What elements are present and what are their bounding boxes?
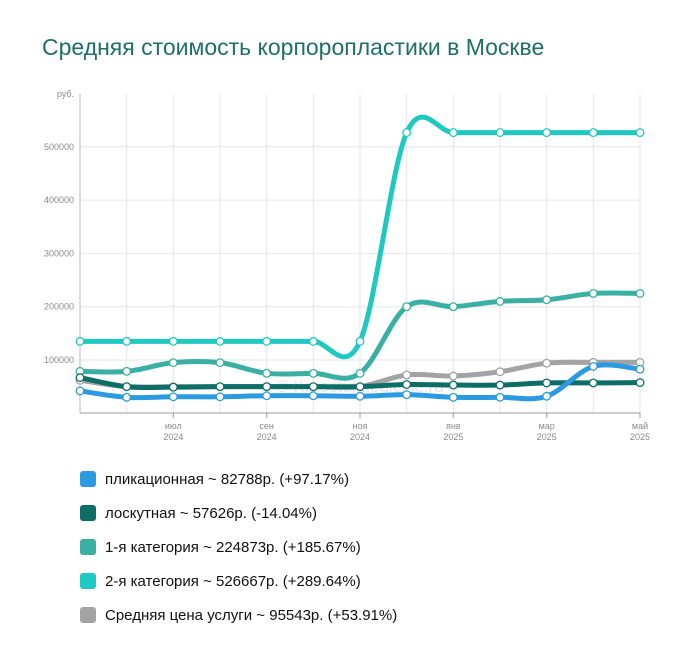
legend-swatch [80, 539, 96, 555]
y-tick-label: 300000 [44, 248, 74, 258]
x-tick-label-year: 2025 [537, 432, 557, 442]
data-point [122, 336, 132, 346]
data-point [635, 378, 645, 388]
data-point [635, 128, 645, 138]
x-tick-label-month: сен [259, 421, 274, 431]
data-point [75, 373, 85, 383]
x-tick-label-year: 2024 [257, 432, 277, 442]
x-tick-label-year: 2024 [350, 432, 370, 442]
legend-item: лоскутная ~ 57626р. (-14.04%) [80, 496, 397, 530]
data-point [215, 392, 225, 402]
data-point [542, 378, 552, 388]
data-point [448, 392, 458, 402]
x-tick-label-month: ноя [353, 421, 368, 431]
data-point [168, 392, 178, 402]
data-point [262, 336, 272, 346]
data-point [448, 128, 458, 138]
data-point [495, 367, 505, 377]
legend-item: 1-я категория ~ 224873р. (+185.67%) [80, 530, 397, 564]
data-point [168, 382, 178, 392]
line-chart: 100000200000300000400000500000руб.июл202… [44, 89, 650, 442]
data-point [402, 370, 412, 380]
data-point [542, 295, 552, 305]
x-tick-label-month: май [632, 421, 648, 431]
legend-swatch [80, 573, 96, 589]
series-1 [75, 373, 645, 392]
data-point [215, 336, 225, 346]
y-tick-label: 200000 [44, 302, 74, 312]
data-point [448, 302, 458, 312]
data-point [262, 382, 272, 392]
legend-item: 2-я категория ~ 526667р. (+289.64%) [80, 564, 397, 598]
data-point [635, 364, 645, 374]
chart-title: Средняя стоимость корпоропластики в Моск… [42, 34, 545, 60]
data-point [122, 366, 132, 376]
legend-label: пликационная ~ 82788р. (+97.17%) [105, 470, 349, 488]
data-point [402, 128, 412, 138]
data-point [542, 391, 552, 401]
data-point [262, 368, 272, 378]
x-tick-label-month: мар [539, 421, 555, 431]
data-point [308, 336, 318, 346]
data-point [495, 296, 505, 306]
data-point [122, 392, 132, 402]
data-point [355, 391, 365, 401]
data-point [588, 378, 598, 388]
series-3 [75, 114, 645, 360]
legend-label: 1-я категория ~ 224873р. (+185.67%) [105, 538, 361, 556]
data-point [588, 361, 598, 371]
data-point [448, 380, 458, 390]
series-0 [75, 361, 645, 402]
data-point [542, 358, 552, 368]
legend-item: пликационная ~ 82788р. (+97.17%) [80, 462, 397, 496]
data-point [355, 368, 365, 378]
data-point [355, 336, 365, 346]
data-point [215, 358, 225, 368]
data-point [402, 380, 412, 389]
legend-swatch [80, 607, 96, 623]
data-point [168, 336, 178, 346]
legend-swatch [80, 505, 96, 521]
x-tick-label-month: июл [165, 421, 182, 431]
data-point [402, 302, 412, 312]
data-point [495, 392, 505, 402]
legend-item: Средняя цена услуги ~ 95543р. (+53.91%) [80, 598, 397, 632]
data-point [495, 380, 505, 390]
data-point [308, 391, 318, 401]
chart-legend: пликационная ~ 82788р. (+97.17%) лоскутна… [80, 462, 397, 632]
legend-label: Средняя цена услуги ~ 95543р. (+53.91%) [105, 606, 398, 624]
data-point [308, 368, 318, 378]
x-tick-label-month: янв [446, 421, 461, 431]
y-tick-label: 500000 [44, 142, 74, 152]
legend-swatch [80, 471, 96, 487]
legend-label: лоскутная ~ 57626р. (-14.04%) [105, 504, 317, 522]
data-point [355, 382, 365, 392]
data-point [122, 382, 132, 392]
y-tick-label: 400000 [44, 195, 74, 205]
x-tick-label-year: 2025 [443, 432, 463, 442]
data-point [588, 128, 598, 138]
y-axis-unit-label: руб. [57, 89, 74, 99]
x-tick-label-year: 2025 [630, 432, 650, 442]
data-point [308, 382, 318, 392]
data-point [588, 288, 598, 298]
data-point [402, 390, 412, 400]
series-line [77, 114, 643, 360]
data-point [168, 358, 178, 368]
data-point [75, 386, 85, 396]
x-tick-label-year: 2024 [163, 432, 183, 442]
y-tick-label: 100000 [44, 355, 74, 365]
data-point [448, 371, 458, 381]
data-point [542, 128, 552, 138]
data-point [262, 391, 272, 401]
data-point [495, 128, 505, 138]
data-point [215, 382, 225, 392]
data-point [635, 288, 645, 298]
legend-label: 2-я категория ~ 526667р. (+289.64%) [105, 572, 361, 590]
data-point [75, 336, 85, 346]
